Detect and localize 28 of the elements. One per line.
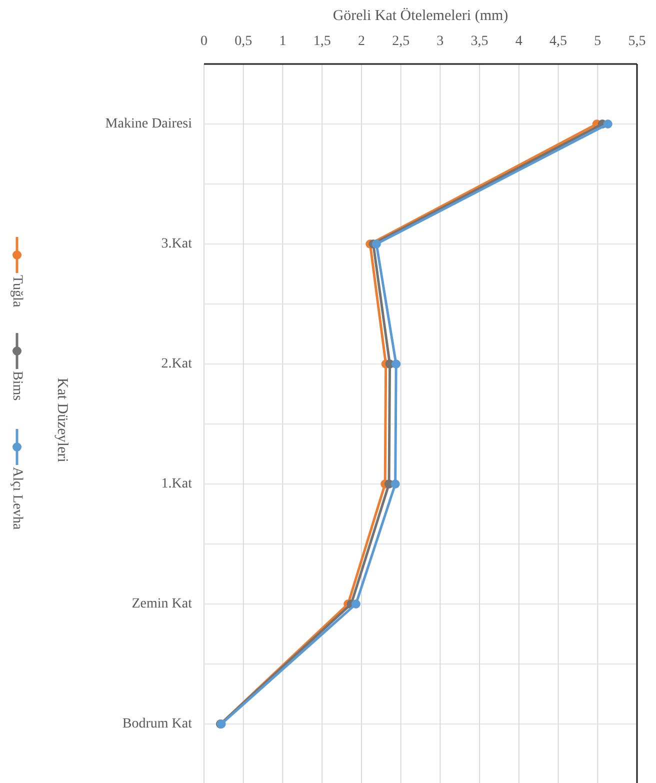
x-tick-label: 3 (436, 34, 444, 49)
y-tick-label: 3.Kat (161, 236, 192, 252)
point (372, 240, 381, 248)
x-tick-label: 3,5 (470, 34, 488, 49)
x-tick-label: 5 (594, 34, 602, 49)
x-tick-label: 4 (515, 34, 522, 49)
y-tick-label: 1.Kat (161, 476, 192, 492)
x-tick-label: 2 (358, 34, 365, 49)
y-tick-label: Makine Dairesi (105, 116, 192, 132)
point (390, 480, 400, 488)
legend-label: Bims (10, 371, 24, 401)
y-tick-label: Zemin Kat (132, 596, 192, 612)
point (351, 600, 360, 608)
x-tick-label: 4,5 (550, 34, 568, 49)
x-tick-label: 5,5 (628, 34, 646, 49)
y-axis-title: Kat Düzeyleri (54, 378, 70, 462)
y-tick-label: Bodrum Kat (122, 716, 192, 732)
point (603, 120, 612, 128)
x-tick-label: 2,5 (392, 34, 410, 49)
x-tick-label: 1 (279, 34, 286, 49)
x-axis-title: Göreli Kat Ötelemeleri (mm) (332, 7, 508, 24)
y-tick-label: 2.Kat (161, 356, 192, 372)
x-tick-label: 0,5 (234, 34, 252, 49)
legend-label: Tuğla (10, 275, 24, 308)
x-tick-label: 0 (200, 34, 208, 49)
point (392, 360, 401, 368)
x-tick-label: 1,5 (313, 34, 331, 49)
legend-label: Alçı Levha (10, 467, 24, 530)
